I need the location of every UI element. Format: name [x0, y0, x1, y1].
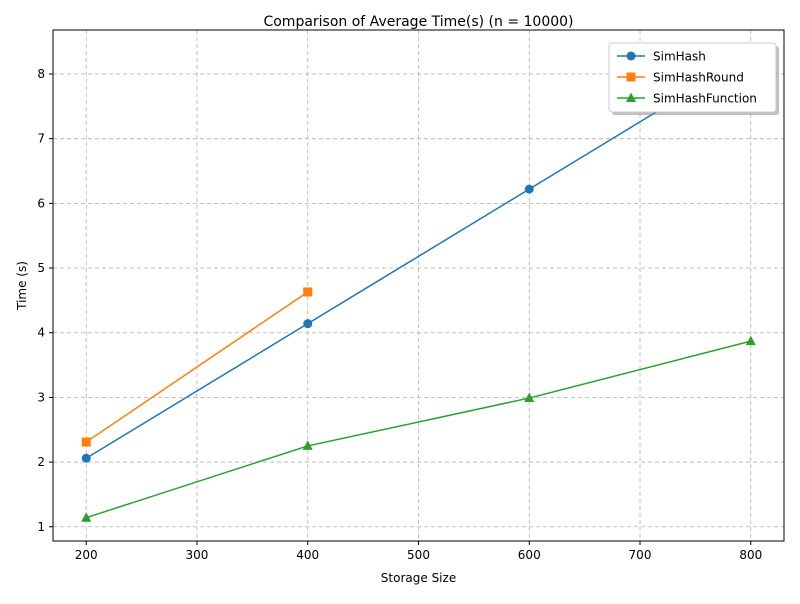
x-tick-label: 600: [518, 548, 541, 562]
x-tick-label: 700: [629, 548, 652, 562]
x-axis-label: Storage Size: [381, 571, 456, 585]
x-tick-label: 200: [75, 548, 98, 562]
legend-label-simhashfunction: SimHashFunction: [653, 92, 757, 106]
y-tick-label: 3: [37, 390, 45, 404]
legend-label-simhash: SimHash: [653, 50, 706, 64]
data-point-simhashround: [82, 438, 91, 447]
legend: SimHash SimHashRound SimHashFunction: [609, 43, 779, 115]
y-tick-label: 2: [37, 455, 45, 469]
x-tick-label: 800: [739, 548, 762, 562]
y-tick-label: 6: [37, 196, 45, 210]
data-point-simhash: [303, 319, 312, 328]
chart-title: Comparison of Average Time(s) (n = 10000…: [263, 14, 573, 30]
legend-label-simhashround: SimHashRound: [653, 71, 744, 85]
y-tick-label: 4: [37, 326, 45, 340]
y-tick-label: 8: [37, 67, 45, 81]
y-tick-label: 1: [37, 520, 45, 534]
legend-marker-simhashround: [627, 73, 636, 82]
data-point-simhash: [525, 185, 534, 194]
y-tick-label: 5: [37, 261, 45, 275]
x-tick-label: 300: [186, 548, 209, 562]
x-tick-label: 500: [407, 548, 430, 562]
y-axis-label: Time (s): [15, 261, 29, 311]
x-tick-label: 400: [296, 548, 319, 562]
legend-marker-simhash: [627, 52, 636, 61]
y-tick-label: 7: [37, 132, 45, 146]
data-point-simhash: [82, 454, 91, 463]
data-point-simhashround: [303, 287, 312, 296]
